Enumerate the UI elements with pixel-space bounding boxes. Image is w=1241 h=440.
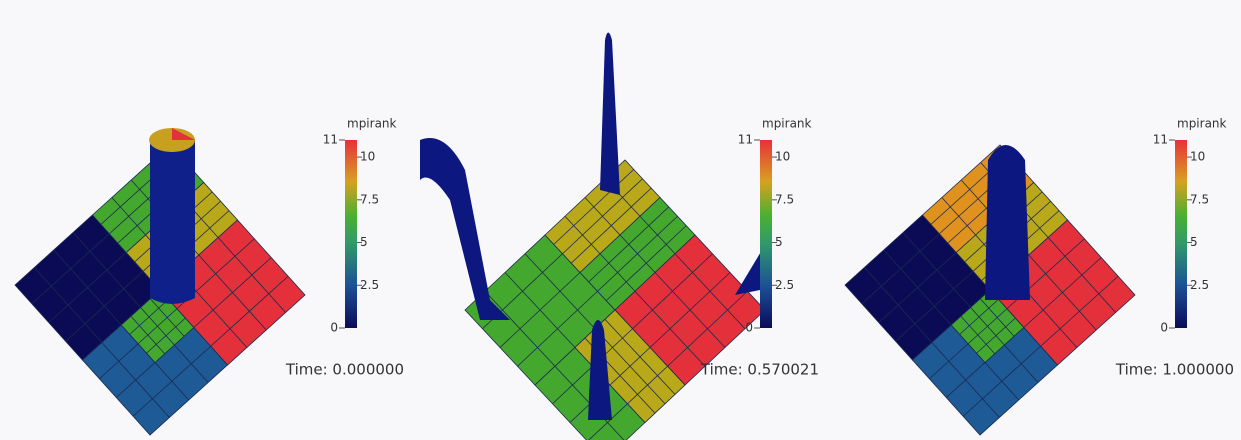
time-label: Time: 1.000000 (1115, 361, 1234, 379)
colorbar-title: mpirank (762, 117, 812, 131)
surface-part (150, 131, 195, 304)
mesh-line (980, 299, 1014, 337)
mesh-line (628, 366, 668, 404)
colorbar-tick-label: 7.5 (360, 192, 379, 206)
mesh-line (968, 309, 1007, 344)
mesh-line (147, 318, 186, 353)
surface (985, 145, 1030, 300)
colorbar (1175, 140, 1187, 328)
surface-part (735, 245, 765, 295)
mesh-line (896, 271, 974, 341)
range-label: 11 (1153, 133, 1168, 147)
surface (420, 32, 765, 420)
mesh-line (49, 253, 127, 323)
surface-part (588, 320, 612, 420)
colorbar (760, 140, 772, 328)
surface-part (172, 128, 195, 140)
time-label: Time: 0.570021 (700, 361, 819, 379)
mesh-line (640, 216, 675, 254)
colorbar-tick-label: 2.5 (775, 278, 794, 292)
surface (149, 128, 195, 304)
mesh-line (218, 238, 286, 313)
range-label: 0 (1160, 321, 1168, 335)
mesh-line (977, 318, 1016, 353)
range-label: 11 (323, 133, 338, 147)
mesh-line (211, 276, 289, 346)
mesh-line (194, 258, 272, 328)
panel: mpirank 0 11 2.5 5 7.5 10 Time: 0.000000 (15, 117, 404, 436)
colorbar-tick-label: 5 (775, 235, 783, 249)
mesh-line (571, 188, 651, 263)
colorbar-title: mpirank (347, 117, 397, 131)
time-label: Time: 0.000000 (285, 361, 404, 379)
mesh-line (150, 299, 184, 337)
mesh-line (1024, 258, 1102, 328)
panel: mpirank 0 11 2.5 5 7.5 10 Time: 1.000000 (845, 117, 1234, 436)
mesh-line (879, 253, 957, 323)
mesh-line (598, 216, 678, 291)
mesh-line (500, 273, 580, 348)
colorbar-tick-label: 7.5 (775, 192, 794, 206)
colorbar-tick-label: 2.5 (1190, 278, 1209, 292)
panel: mpirank 0 11 2.5 5 7.5 10 Time: 0.570021 (420, 32, 819, 440)
range-label: 0 (330, 321, 338, 335)
mesh-line (133, 346, 211, 416)
colorbar-tick-label: 10 (775, 150, 790, 164)
colorbar-tick-label: 10 (1190, 150, 1205, 164)
mesh-line (675, 254, 745, 329)
mesh-line (525, 254, 595, 329)
mesh-line (1041, 276, 1119, 346)
mesh-line (605, 319, 675, 394)
range-label: 11 (738, 133, 753, 147)
mesh-line (66, 271, 144, 341)
colorbar-tick-label: 7.5 (1190, 192, 1209, 206)
colorbar-title: mpirank (1177, 117, 1227, 131)
colorbar (345, 140, 357, 328)
colorbar-tick-label: 2.5 (360, 278, 379, 292)
mesh (465, 160, 765, 440)
mesh-line (963, 346, 1041, 416)
mesh-line (1048, 238, 1116, 313)
mesh-line (650, 273, 730, 348)
mesh-line (73, 233, 141, 308)
mesh-line (610, 348, 650, 386)
colorbar-tick-label: 5 (360, 235, 368, 249)
colorbar-tick-label: 5 (1190, 235, 1198, 249)
surface-part (600, 32, 620, 195)
colorbar-tick-label: 10 (360, 150, 375, 164)
mesh-line (903, 233, 971, 308)
range-label: 0 (745, 321, 753, 335)
mesh-line (606, 226, 686, 301)
mesh-line (668, 291, 748, 366)
mesh-line (518, 291, 598, 366)
surface-part (420, 138, 510, 320)
mesh-line (138, 309, 177, 344)
surface-part (985, 145, 1030, 300)
mesh-line (563, 179, 643, 254)
